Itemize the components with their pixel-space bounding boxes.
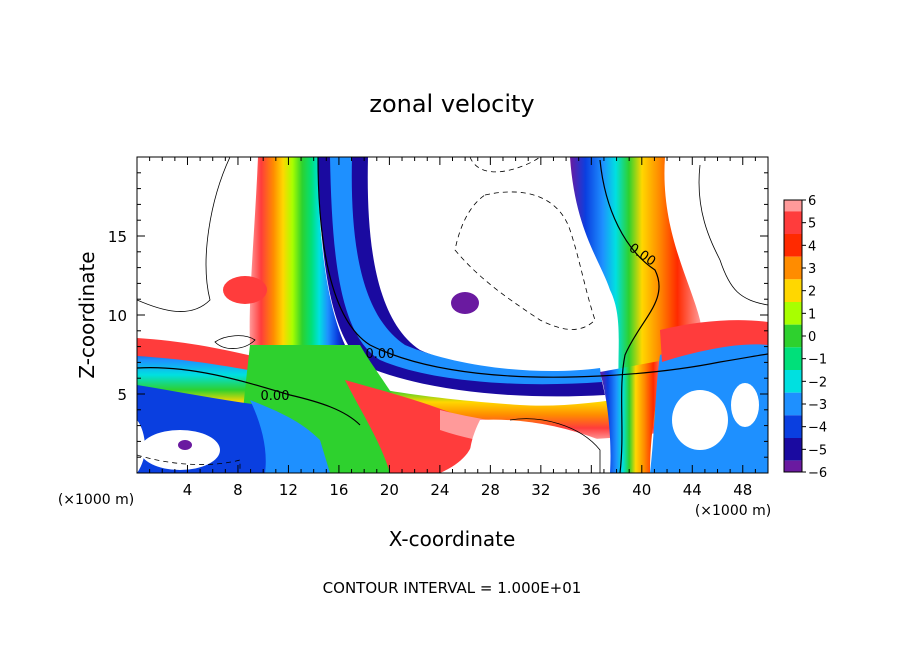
colorbar-label: 2 (808, 285, 816, 300)
colorbar-swatch (784, 370, 802, 393)
contour-zero-right (599, 159, 660, 473)
contour-thin-2 (214, 335, 256, 349)
colorbar-swatch (784, 200, 802, 212)
colorbar-label: 4 (808, 239, 816, 254)
purple-blob-small (178, 440, 192, 450)
contour-interval-footer: CONTOUR INTERVAL = 1.000E+01 (323, 579, 582, 597)
x-tick-label: 4 (183, 481, 193, 499)
colorbar-swatch (784, 324, 802, 348)
x-tick-label: 24 (430, 481, 449, 499)
colorbar-swatch (784, 347, 802, 370)
colorbar-label: 5 (808, 217, 816, 232)
lower-left-cyan (250, 400, 330, 473)
colorbar-label: 6 (808, 194, 816, 209)
x-tick-label: 36 (582, 481, 601, 499)
y-tick-label: 10 (108, 307, 127, 325)
x-unit-right: (×1000 m) (695, 503, 771, 519)
x-tick-label: 28 (481, 481, 500, 499)
colorbar-swatch (784, 211, 802, 234)
colorbar-swatch (784, 392, 802, 416)
contour-zero-center (317, 157, 768, 378)
contour-zero-left (137, 367, 361, 426)
colorbar-label: −6 (808, 466, 827, 481)
colorbar-swatch (784, 438, 802, 461)
red-blob-left (223, 276, 267, 304)
colorbar-swatch (784, 415, 802, 438)
colorbar-label: −3 (808, 398, 827, 413)
y-tick-label: 15 (108, 228, 127, 246)
contour-label: 0.00 (261, 389, 290, 404)
lower-right-red (660, 320, 768, 362)
colorbar: 6 5 4 3 2 1 0 −1 −2 −3 −4 −5 −6 (783, 194, 827, 481)
hole-right-low-2 (731, 383, 759, 427)
contour-thin-3 (698, 164, 768, 306)
colorbar-label: 3 (808, 262, 816, 277)
left-plume (249, 157, 345, 345)
hole-left-low (140, 430, 220, 470)
colorbar-label: −2 (808, 375, 827, 390)
right-downdraft (600, 360, 665, 473)
chart-title: zonal velocity (369, 90, 534, 118)
x-axis-label: X-coordinate (389, 527, 516, 551)
x-tick-label: 12 (279, 481, 298, 499)
x-tick-label: 32 (531, 481, 550, 499)
colorbar-label: 0 (808, 330, 816, 345)
contour-dashed-lowleft (137, 454, 241, 473)
hole-center-low (469, 419, 605, 473)
colorbar-swatch (784, 302, 802, 325)
lower-mix-red (345, 380, 474, 473)
contour-thin-4 (509, 418, 601, 473)
hole-right-low (672, 390, 728, 450)
y-tick-label: 5 (117, 386, 127, 404)
x-axis: 4 8 12 16 20 24 28 32 36 40 44 48 (149, 157, 756, 499)
x-tick-label: 8 (233, 481, 243, 499)
heatmap-field (137, 157, 768, 473)
contour-label: 0.00 (366, 347, 395, 362)
x-tick-label: 20 (380, 481, 399, 499)
x-tick-label: 44 (683, 481, 702, 499)
colorbar-swatch (784, 279, 802, 302)
x-unit-left: (×1000 m) (58, 492, 134, 508)
colorbar-label: −4 (808, 421, 827, 436)
purple-blob (451, 292, 479, 314)
x-tick-label: 48 (733, 481, 752, 499)
contour-dashed-center (454, 191, 596, 330)
x-tick-label: 16 (329, 481, 348, 499)
colorbar-label: −5 (808, 443, 827, 458)
contour-dashed-top (469, 157, 541, 173)
contour-thin-1 (137, 157, 231, 312)
colorbar-swatch (784, 256, 802, 280)
colorbar-label: 1 (808, 307, 816, 322)
colorbar-swatch (784, 234, 802, 257)
colorbar-label: −1 (808, 353, 827, 368)
y-axis: 5 10 15 (108, 172, 768, 458)
x-tick-label: 40 (632, 481, 651, 499)
y-axis-label: Z-coordinate (75, 251, 99, 378)
colorbar-swatch (784, 460, 802, 472)
